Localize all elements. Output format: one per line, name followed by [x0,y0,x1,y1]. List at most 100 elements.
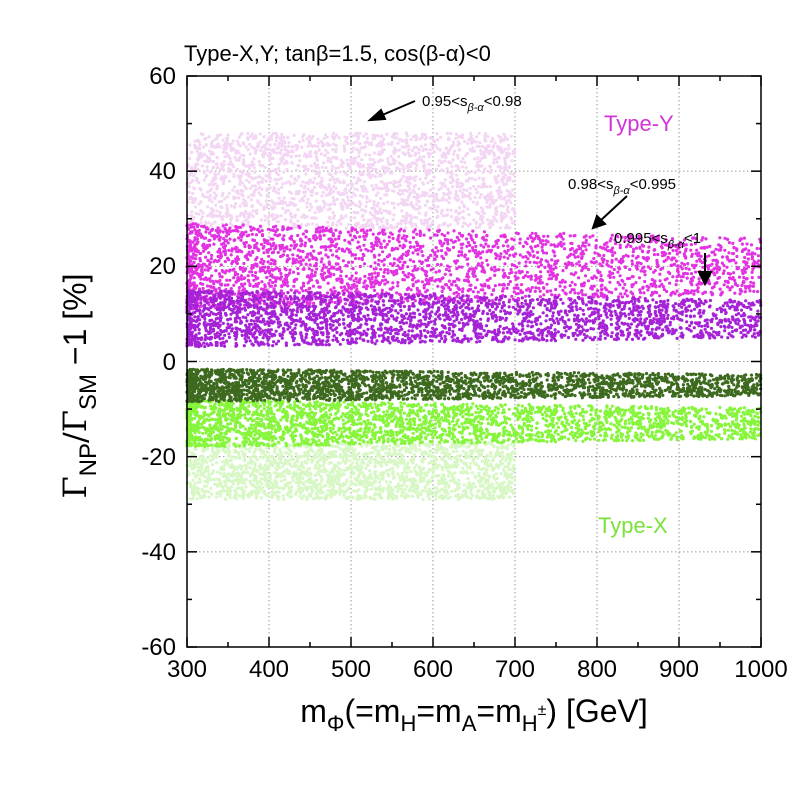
data-point [329,230,333,234]
data-point [408,181,412,186]
data-point [420,250,424,254]
data-point [436,249,440,253]
data-point [415,198,419,202]
data-point [454,189,458,194]
data-point [752,289,756,293]
data-point [695,283,699,287]
data-point [468,283,472,287]
data-point [398,188,402,192]
data-point [713,273,717,277]
data-point [581,244,585,248]
data-point [248,186,252,190]
data-point [344,139,348,143]
data-point [234,158,238,162]
data-point [197,147,202,151]
data-point [458,189,462,193]
data-point [739,237,743,241]
data-point [234,151,238,155]
data-point [265,250,270,254]
data-point [449,175,454,179]
data-point [474,233,478,237]
data-point [332,142,336,146]
data-point [303,184,307,188]
data-point [188,258,192,262]
data-point [256,228,260,232]
data-point [209,214,213,218]
data-point [495,160,499,164]
data-point [289,182,293,186]
data-point [272,287,276,291]
data-point [592,274,597,278]
data-point [288,271,292,275]
data-point [539,258,544,262]
data-point [347,250,352,254]
data-point [235,167,239,171]
data-point [476,190,480,194]
data-point [675,279,679,283]
data-point [721,271,726,275]
data-point [339,274,343,278]
data-point [710,286,715,290]
data-point [394,180,398,185]
data-point [568,234,572,238]
data-point [326,224,330,228]
data-point [740,268,744,272]
data-point [266,216,270,220]
data-point [517,269,521,273]
data-point [306,197,310,201]
data-point [566,255,570,259]
data-point [485,185,489,189]
data-point [343,302,348,306]
data-point [510,270,514,274]
data-point [354,271,358,275]
data-point [412,215,416,219]
data-point [201,282,205,286]
data-point [216,172,221,176]
data-point [334,143,338,147]
data-point [207,149,212,153]
data-point [506,244,510,248]
grid [187,76,761,647]
data-point [394,309,398,313]
data-point [296,248,300,252]
data-point [379,180,383,184]
data-point [285,167,289,171]
data-point [655,260,659,264]
data-point [430,193,434,197]
data-point [288,248,292,252]
data-point [372,244,376,248]
data-point [315,182,319,186]
data-point [616,270,620,274]
data-point [608,270,612,274]
data-point [331,131,336,135]
data-point [301,138,305,143]
data-point [455,173,459,177]
data-point [493,178,498,182]
data-point [392,257,396,261]
data-point [354,181,359,185]
data-point [625,294,630,298]
data-point [324,226,328,230]
data-point [506,282,511,286]
data-point [444,283,448,287]
data-point [719,292,723,296]
data-point [455,235,459,239]
data-point [747,252,751,256]
data-point [227,229,231,233]
data-point [484,242,488,246]
data-point [492,201,496,205]
data-point [432,204,436,208]
data-point [584,293,588,297]
data-point [542,293,546,297]
data-point [560,280,564,284]
data-point [735,248,739,252]
data-point [188,231,192,235]
data-point [277,201,281,206]
data-point [263,265,267,269]
data-point [310,181,315,185]
data-point [343,147,347,151]
data-point [359,193,363,198]
data-point [211,178,215,182]
data-point [508,171,512,175]
data-point [697,277,701,281]
